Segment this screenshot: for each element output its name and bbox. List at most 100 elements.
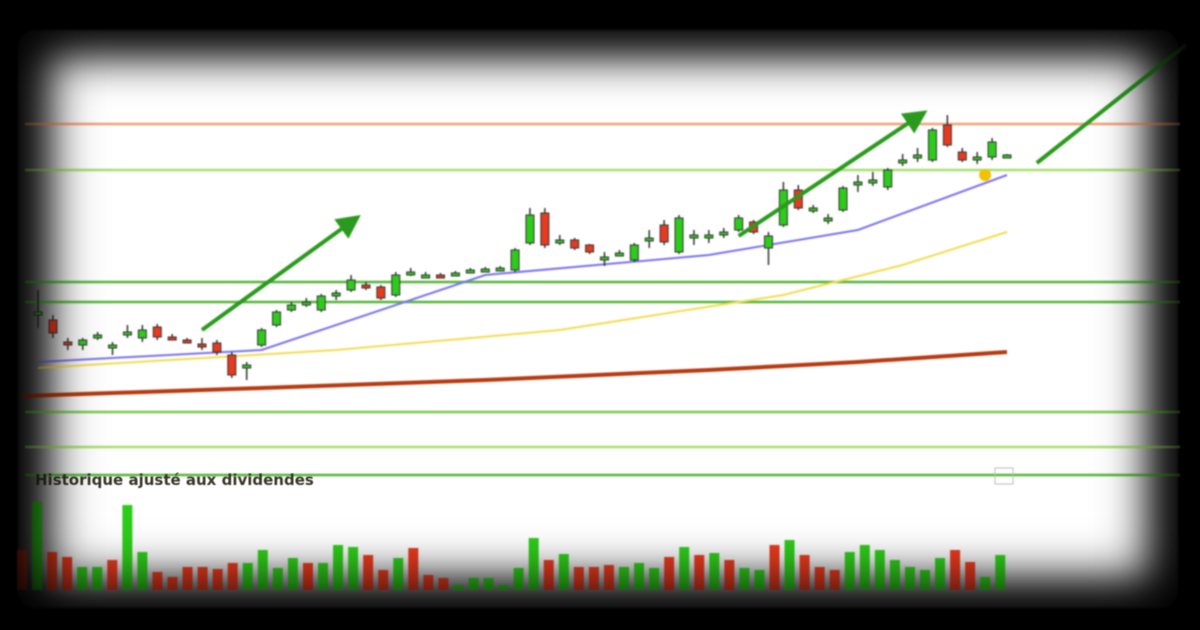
candles	[33, 115, 1012, 380]
price-marker-dot	[979, 169, 992, 181]
candle-body	[823, 217, 833, 222]
candle-body	[1002, 154, 1012, 159]
candle-body	[108, 344, 118, 349]
candle-body	[525, 214, 535, 244]
candle-body	[242, 364, 252, 369]
volume-bar	[272, 568, 283, 590]
volume-bar	[62, 557, 73, 590]
candle-body	[987, 141, 997, 158]
candle-body	[48, 319, 58, 334]
volume-bar	[363, 555, 374, 590]
candle-body	[972, 156, 982, 161]
trend-arrow	[737, 110, 928, 238]
candle-body	[33, 311, 43, 316]
volume-bar	[182, 567, 193, 590]
volume-bar	[619, 567, 629, 590]
volume-bar	[664, 557, 675, 590]
candle-body	[480, 268, 490, 273]
candle-body	[182, 339, 192, 344]
volume-bar	[212, 569, 223, 590]
candle-body	[614, 252, 624, 257]
candle-body	[301, 301, 311, 306]
candle-body	[540, 212, 550, 246]
volume-bar	[468, 578, 479, 590]
volume-bar	[32, 502, 43, 590]
panel-toggle-icon[interactable]	[994, 467, 1014, 485]
candle-body	[272, 311, 282, 326]
candle-body	[883, 169, 893, 188]
candle-body	[122, 331, 132, 336]
volume-bar	[920, 570, 930, 590]
volume-bar	[77, 567, 88, 590]
volume-bar	[995, 555, 1006, 590]
volume-bar	[980, 577, 991, 590]
candle-body	[704, 234, 714, 239]
candle-body	[808, 207, 818, 212]
candle-body	[555, 239, 565, 244]
volume-bar	[965, 562, 976, 590]
trend-arrow	[200, 214, 361, 332]
volume-bar	[543, 560, 554, 590]
moving-average-line	[23, 350, 1008, 398]
candle-body	[212, 342, 222, 353]
volume-bar	[107, 560, 118, 590]
volume-bar	[754, 570, 765, 590]
volume-bar	[227, 563, 238, 590]
candle-body	[436, 274, 446, 279]
candle-body	[942, 124, 952, 146]
volume-bar	[859, 545, 870, 590]
candle-body	[406, 271, 416, 276]
volume-bar	[122, 505, 133, 590]
volume-bar	[889, 560, 900, 590]
volume-bar	[393, 558, 404, 590]
chart-panel	[18, 30, 1178, 608]
candle-body	[927, 129, 937, 161]
volume-bar	[197, 567, 208, 590]
trend-arrows	[200, 43, 1188, 332]
moving-average-line	[37, 174, 1008, 363]
candle-body	[570, 239, 580, 249]
candle-body	[63, 341, 73, 346]
volume-bar	[423, 575, 434, 590]
volume-bar	[649, 568, 660, 590]
volume-bar	[588, 567, 599, 590]
volume-bar	[242, 563, 253, 590]
candle-body	[674, 217, 684, 253]
volume-bar	[152, 572, 163, 590]
volume-bar	[950, 550, 961, 590]
volume-bar	[333, 545, 344, 590]
volume-bar	[528, 538, 539, 590]
candle-body	[510, 249, 520, 271]
volume-bar	[829, 570, 840, 590]
volume-bar	[694, 555, 705, 590]
volume-bar	[453, 585, 464, 590]
candle-body	[719, 231, 729, 236]
volume-bar	[558, 554, 569, 590]
volume-bar	[438, 578, 449, 590]
volume-bar	[573, 567, 584, 590]
candle-body	[465, 269, 475, 274]
moving-averages	[23, 174, 1008, 398]
candle-body	[689, 234, 699, 239]
candle-body	[316, 295, 326, 311]
candle-body	[78, 339, 88, 346]
moving-average-line	[37, 231, 1008, 369]
volume-bar	[874, 550, 885, 590]
candle-body	[450, 272, 460, 277]
volume-bar	[679, 547, 690, 590]
candle-body	[93, 334, 103, 339]
candle-body	[331, 292, 341, 297]
volume-bar	[257, 550, 268, 590]
volume-bar	[483, 578, 494, 590]
candle-body	[838, 187, 848, 211]
volume-bar	[92, 567, 103, 590]
candle-body	[167, 336, 177, 341]
volume-bar	[769, 545, 780, 590]
candle-body	[763, 235, 773, 249]
candle-body	[853, 181, 863, 186]
trend-arrow	[1035, 43, 1188, 165]
candle-body	[376, 286, 386, 299]
candle-body	[495, 267, 505, 272]
